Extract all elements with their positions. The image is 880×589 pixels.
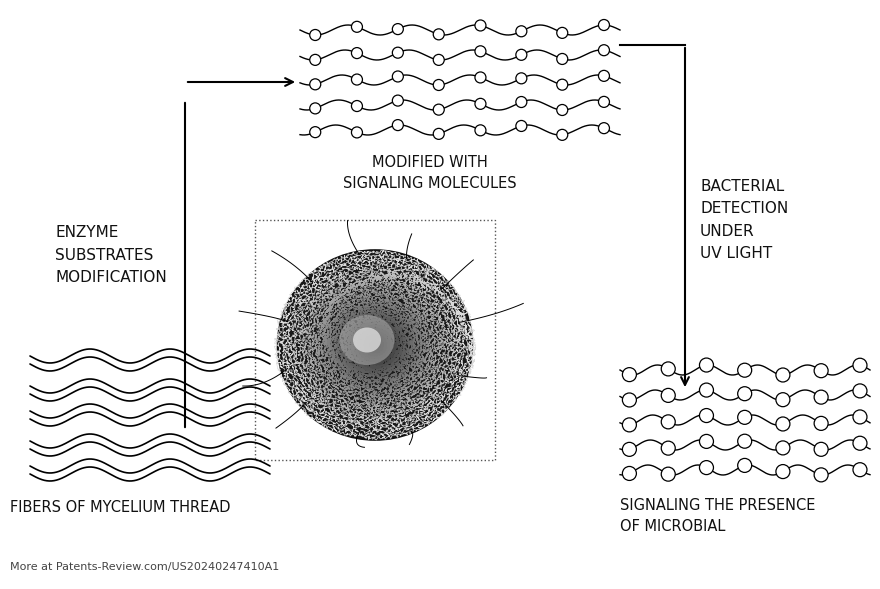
Circle shape: [351, 21, 363, 32]
Circle shape: [310, 127, 320, 138]
Circle shape: [392, 95, 403, 106]
Circle shape: [661, 362, 675, 376]
Circle shape: [433, 54, 444, 65]
Circle shape: [310, 54, 320, 65]
Circle shape: [557, 79, 568, 90]
Circle shape: [557, 27, 568, 38]
Circle shape: [661, 441, 675, 455]
Text: FIBERS OF MYCELIUM THREAD: FIBERS OF MYCELIUM THREAD: [10, 500, 231, 515]
Circle shape: [814, 468, 828, 482]
Circle shape: [475, 98, 486, 110]
Circle shape: [433, 128, 444, 140]
Circle shape: [737, 458, 752, 472]
Circle shape: [814, 442, 828, 456]
Circle shape: [392, 120, 403, 131]
Circle shape: [516, 97, 527, 108]
Ellipse shape: [277, 250, 473, 440]
Circle shape: [853, 463, 867, 477]
Circle shape: [598, 70, 610, 81]
Circle shape: [737, 411, 752, 424]
Circle shape: [557, 54, 568, 64]
Circle shape: [622, 368, 636, 382]
Circle shape: [310, 79, 320, 90]
Circle shape: [814, 416, 828, 431]
Circle shape: [475, 125, 486, 136]
Text: More at Patents-Review.com/US20240247410A1: More at Patents-Review.com/US20240247410…: [10, 562, 279, 572]
Circle shape: [516, 49, 527, 60]
Circle shape: [737, 387, 752, 401]
Circle shape: [622, 466, 636, 481]
Circle shape: [475, 46, 486, 57]
Circle shape: [392, 24, 403, 35]
Circle shape: [853, 358, 867, 372]
Circle shape: [516, 121, 527, 131]
Circle shape: [853, 436, 867, 450]
Circle shape: [776, 393, 790, 406]
Bar: [255, 220, 495, 460]
Circle shape: [310, 103, 320, 114]
Circle shape: [351, 48, 363, 58]
Ellipse shape: [340, 315, 394, 365]
Circle shape: [661, 467, 675, 481]
Circle shape: [557, 130, 568, 140]
Circle shape: [622, 442, 636, 456]
Circle shape: [598, 97, 610, 107]
Circle shape: [776, 441, 790, 455]
Circle shape: [776, 368, 790, 382]
Text: ENZYME
SUBSTRATES
MODIFICATION: ENZYME SUBSTRATES MODIFICATION: [55, 226, 166, 284]
Circle shape: [814, 390, 828, 404]
Circle shape: [392, 71, 403, 82]
Circle shape: [557, 104, 568, 115]
Text: BACTERIAL
DETECTION
UNDER
UV LIGHT: BACTERIAL DETECTION UNDER UV LIGHT: [700, 179, 788, 261]
Circle shape: [475, 20, 486, 31]
Text: MODIFIED WITH
SIGNALING MOLECULES: MODIFIED WITH SIGNALING MOLECULES: [343, 155, 517, 191]
Circle shape: [516, 73, 527, 84]
Circle shape: [661, 388, 675, 402]
Circle shape: [598, 45, 610, 56]
Circle shape: [737, 434, 752, 448]
Circle shape: [853, 384, 867, 398]
Circle shape: [351, 127, 363, 138]
Circle shape: [700, 461, 714, 475]
Circle shape: [475, 72, 486, 83]
Circle shape: [351, 74, 363, 85]
Circle shape: [433, 80, 444, 91]
Circle shape: [516, 26, 527, 37]
Circle shape: [622, 418, 636, 432]
Text: SIGNALING THE PRESENCE
OF MICROBIAL: SIGNALING THE PRESENCE OF MICROBIAL: [620, 498, 816, 534]
Circle shape: [598, 19, 610, 31]
Circle shape: [310, 29, 320, 41]
Circle shape: [814, 363, 828, 378]
Circle shape: [661, 415, 675, 429]
Circle shape: [351, 101, 363, 111]
Circle shape: [622, 393, 636, 407]
Circle shape: [700, 358, 714, 372]
Circle shape: [776, 417, 790, 431]
Circle shape: [700, 409, 714, 422]
Circle shape: [700, 435, 714, 448]
Circle shape: [737, 363, 752, 377]
Circle shape: [433, 104, 444, 115]
Circle shape: [853, 410, 867, 424]
Ellipse shape: [353, 327, 381, 352]
Circle shape: [433, 29, 444, 40]
Circle shape: [392, 47, 403, 58]
Circle shape: [700, 383, 714, 397]
Circle shape: [776, 465, 790, 479]
Circle shape: [598, 123, 610, 134]
